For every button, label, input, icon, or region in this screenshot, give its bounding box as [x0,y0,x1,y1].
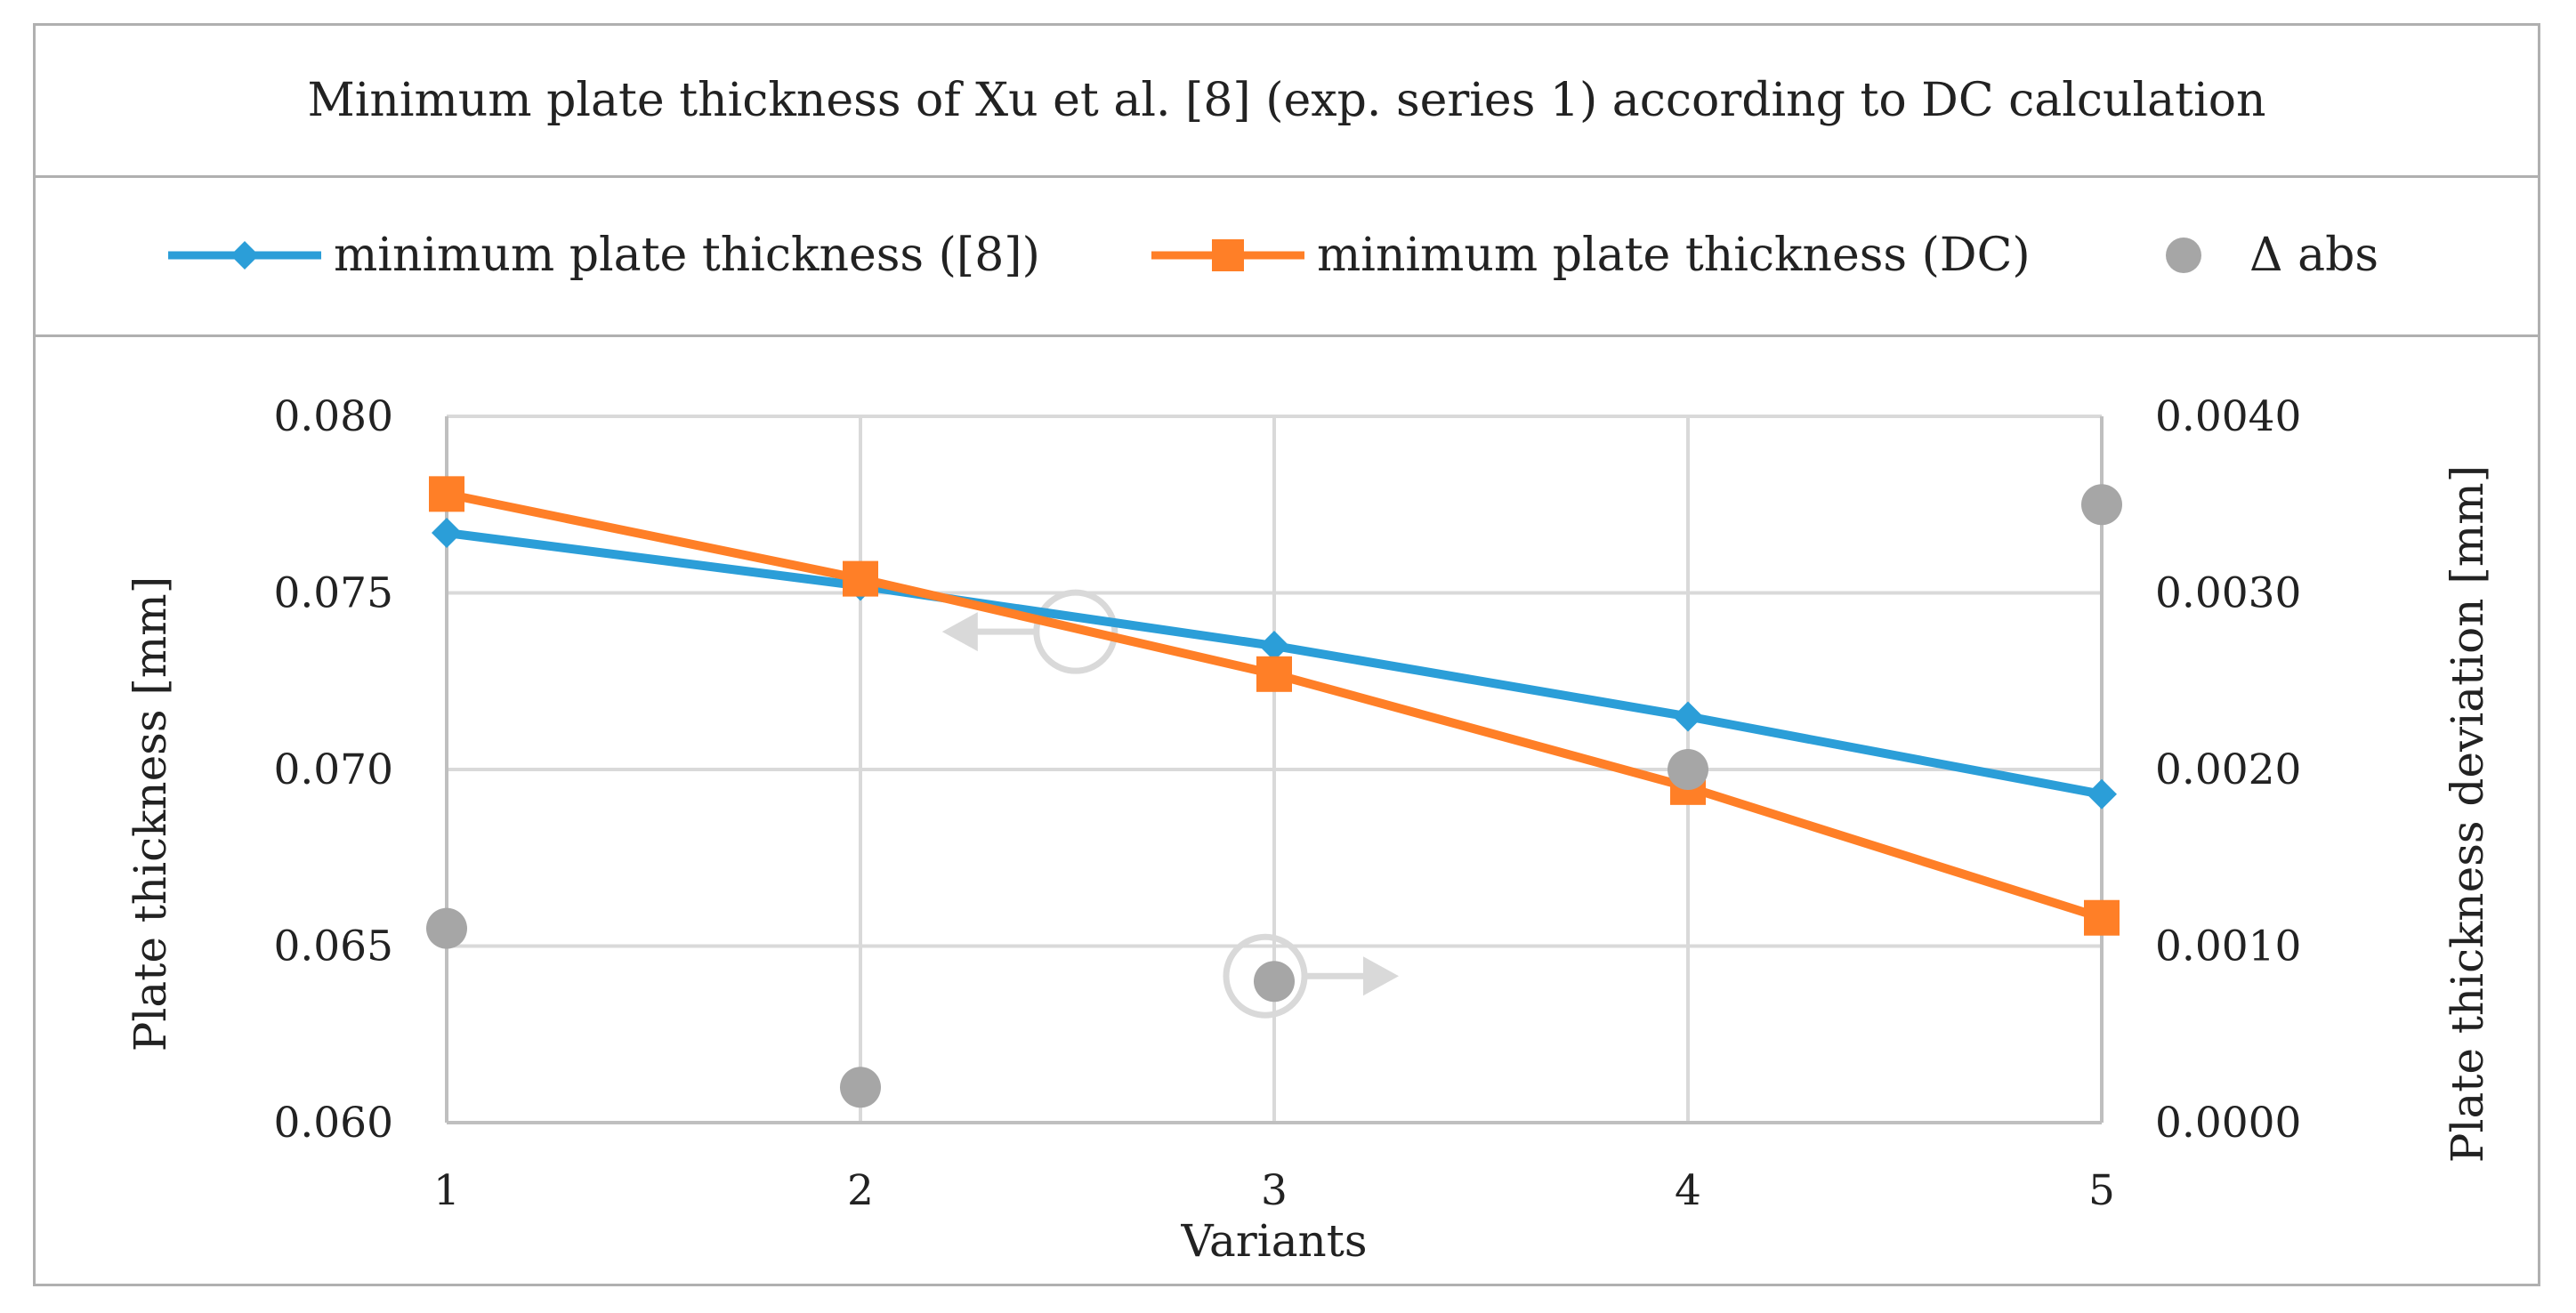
y2-tick-label: 0.0040 [2155,392,2301,441]
data-point-square-1 [429,476,464,512]
data-point-diamond-3 [1259,631,1289,662]
legend-item-series-8: minimum plate thickness ([8]) [165,175,1040,334]
chart-frame: Minimum plate thickness of Xu et al. [8]… [33,23,2540,1286]
data-point-square-2 [843,560,878,597]
y-tick-label: 0.060 [273,1099,393,1148]
legend-label-series-dc: minimum plate thickness (DC) [1317,228,2031,282]
y-axis-title: Plate thickness [mm] [125,576,176,1051]
x-tick-label: 2 [847,1166,874,1215]
legend-label-delta-abs: Δ abs [2249,228,2379,282]
y-tick-label: 0.070 [273,745,393,794]
data-point-diamond-1 [432,518,462,549]
x-axis-title: Variants [1181,1215,1368,1267]
y-tick-label: 0.080 [273,392,393,441]
data-point-circle-2 [840,1067,881,1108]
data-point-circle-3 [1254,961,1295,1003]
y-tick-label: 0.065 [273,922,393,971]
chart-title-box: Minimum plate thickness of Xu et al. [8]… [36,26,2538,178]
x-tick-label: 1 [433,1166,460,1215]
legend-marker-square-icon [1151,238,1304,271]
y2-tick-label: 0.0030 [2155,569,2301,618]
y-tick-label: 0.075 [273,569,393,618]
data-point-diamond-5 [2087,778,2117,810]
annotation-arrow-right-icon [1363,956,1399,996]
legend-item-delta-abs: Δ abs [2152,175,2378,334]
y2-tick-label: 0.0010 [2155,922,2301,971]
data-point-circle-5 [2081,484,2122,526]
annotation-arrow-left-icon [941,612,978,652]
legend: minimum plate thickness ([8]) minimum pl… [36,175,2538,337]
legend-marker-circle-icon [2166,237,2201,273]
chart-title: Minimum plate thickness of Xu et al. [8]… [307,74,2266,127]
legend-marker-diamond-icon [168,240,321,270]
x-tick-label: 5 [2088,1166,2115,1215]
legend-label-series-8: minimum plate thickness ([8]) [334,228,1040,282]
data-point-square-5 [2084,899,2120,936]
x-tick-label: 4 [1675,1166,1701,1215]
x-tick-label: 3 [1261,1166,1288,1215]
y2-tick-label: 0.0020 [2155,745,2301,794]
data-point-circle-1 [426,907,467,949]
data-point-circle-4 [1668,749,1708,790]
data-point-diamond-4 [1673,701,1703,732]
data-point-square-3 [1256,656,1292,692]
y2-axis-title: Plate thickness deviation [mm] [2442,465,2493,1163]
legend-item-series-dc: minimum plate thickness (DC) [1148,175,2031,334]
y2-tick-label: 0.0000 [2155,1099,2301,1148]
